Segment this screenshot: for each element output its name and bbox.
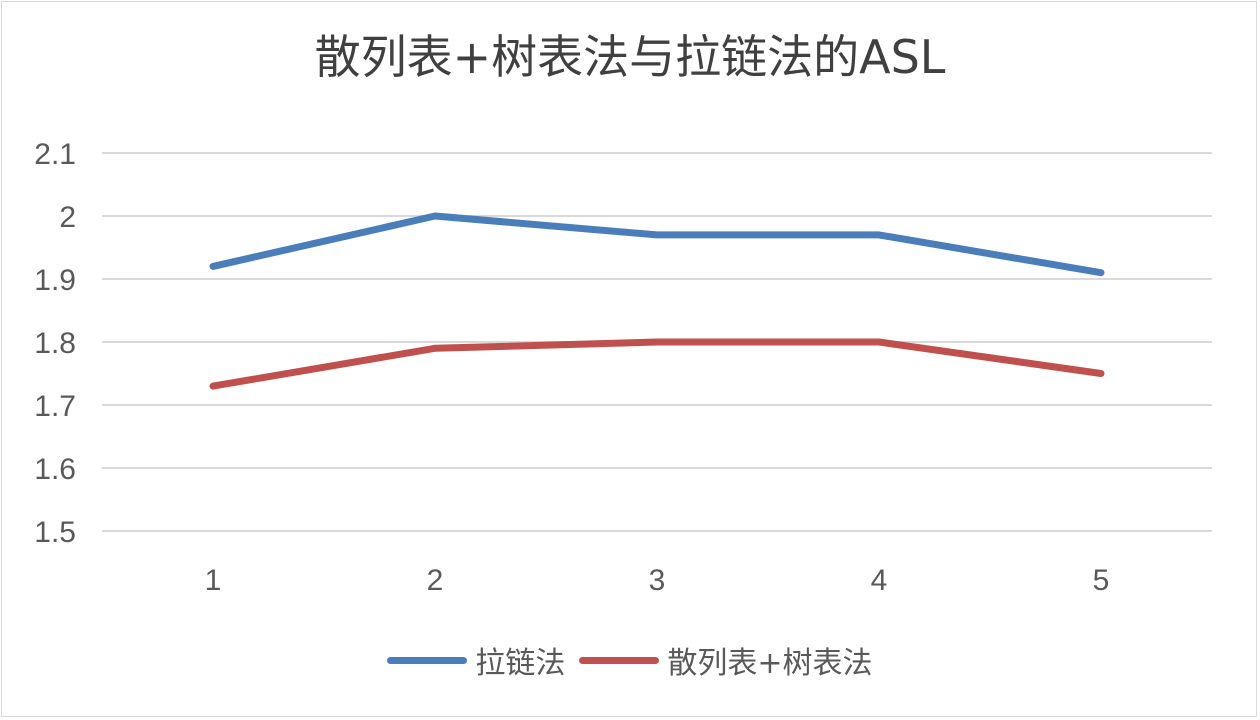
legend-swatch-series-1 [387,656,468,664]
legend-label-series-1: 拉链法 [475,646,566,681]
x-tick-label: 5 [1093,564,1110,597]
y-tick-label: 2.1 [34,138,76,171]
legend-item-series-2: 散列表+树表法 [579,638,873,682]
chart-title: 散列表+树表法与拉链法的ASL [314,30,946,84]
legend-swatch-series-2 [579,656,660,664]
x-tick-label: 1 [205,564,222,597]
gridlines [102,152,1212,532]
x-tick-label: 4 [871,564,888,597]
y-axis-ticks: 1.5 1.6 1.7 1.8 1.9 2 2.1 [34,138,76,549]
series-line-1 [209,212,1105,277]
y-tick-label: 1.9 [34,264,76,297]
legend-item-series-1: 拉链法 [387,638,565,682]
legend: 拉链法 散列表+树表法 [0,638,1260,682]
y-tick-label: 1.7 [34,390,76,423]
x-axis-ticks: 1 2 3 4 5 [205,564,1110,597]
series-lines [209,212,1105,390]
x-tick-label: 3 [649,564,666,597]
y-tick-label: 1.6 [34,453,76,486]
legend-label-series-2: 散列表+树表法 [667,646,873,681]
x-tick-label: 2 [427,564,444,597]
y-tick-label: 2 [59,201,76,234]
series-line-2 [209,338,1105,390]
y-tick-label: 1.8 [34,327,76,360]
y-tick-label: 1.5 [34,516,76,549]
